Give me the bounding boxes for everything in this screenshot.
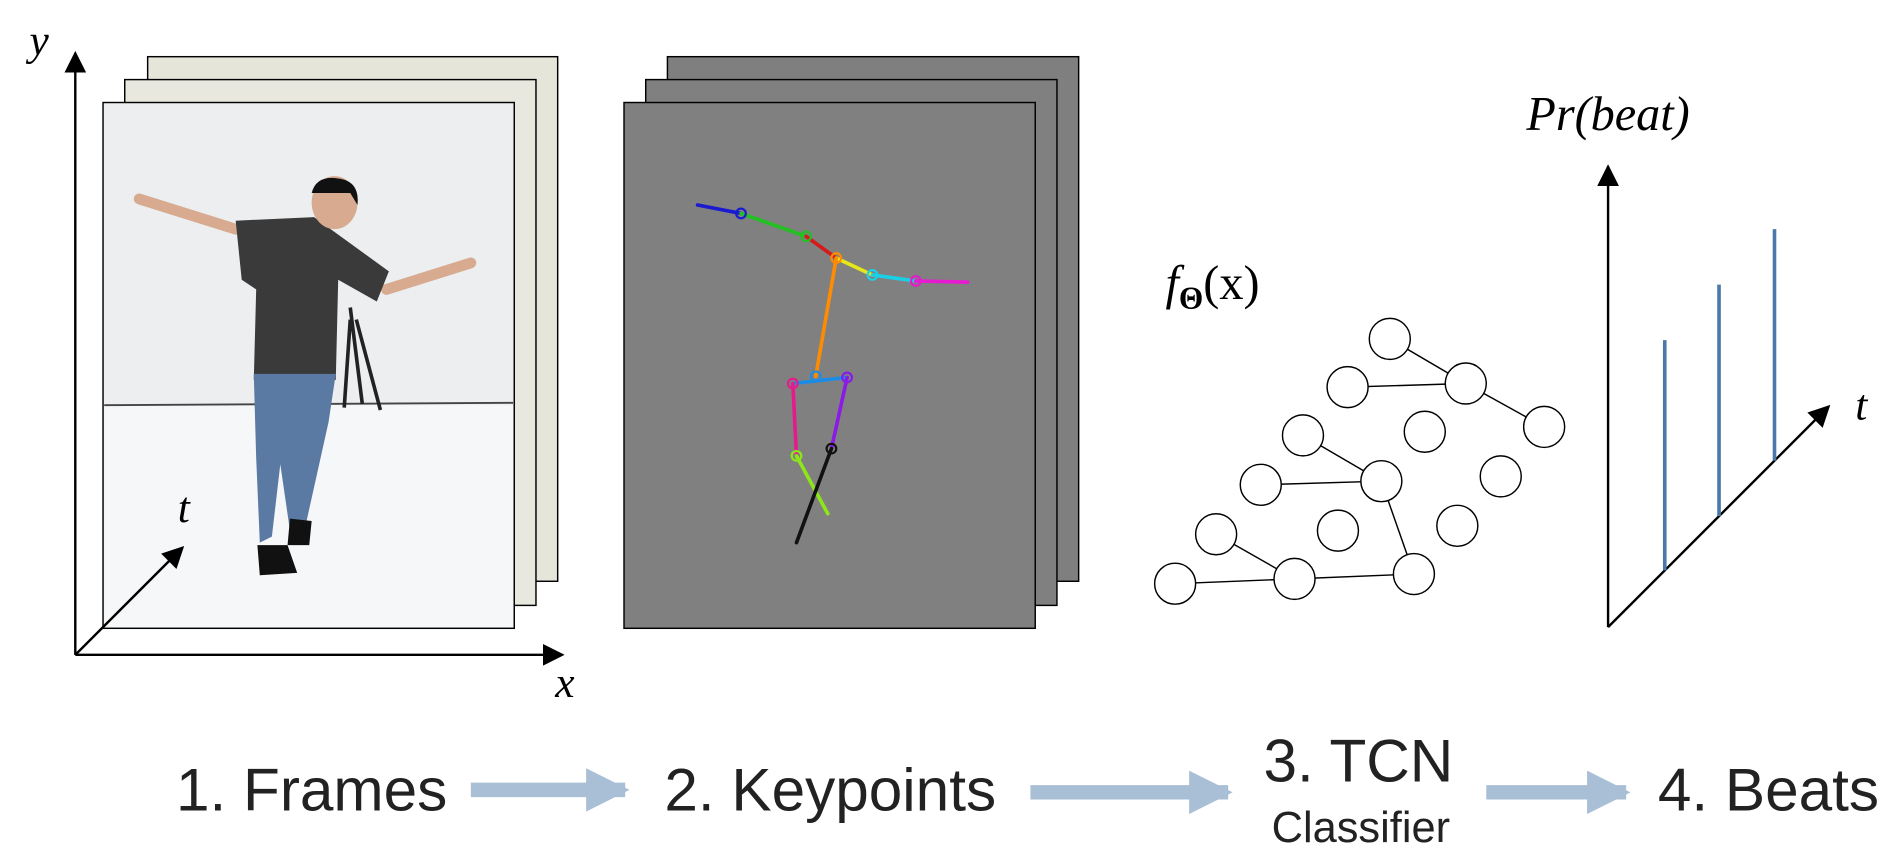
t-axis-label: t bbox=[178, 484, 191, 532]
step-label: 1. Frames bbox=[176, 755, 447, 823]
y-axis-label: y bbox=[25, 16, 49, 64]
network-label: fΘ(x) bbox=[1165, 257, 1259, 316]
step-sublabel: Classifier bbox=[1272, 804, 1450, 849]
page: {"frames_panel": {"y_axis": "y", "x_axis… bbox=[0, 0, 1892, 849]
x-axis-label: x bbox=[554, 659, 574, 707]
step-label: 2. Keypoints bbox=[664, 755, 996, 823]
frames-stack bbox=[103, 57, 558, 629]
argument: (x) bbox=[1203, 257, 1259, 310]
step-label: 4. Beats bbox=[1658, 755, 1879, 823]
step-label: 3. TCN bbox=[1264, 726, 1454, 794]
beat-stems bbox=[1665, 229, 1775, 570]
beats-y-label: Pr(beat) bbox=[1525, 88, 1689, 141]
diagram: y x t bbox=[0, 0, 1892, 849]
subscript: Θ bbox=[1179, 281, 1203, 316]
beats-t-label: t bbox=[1855, 382, 1868, 430]
network bbox=[1155, 318, 1565, 604]
keypoints-stack bbox=[624, 57, 1079, 629]
